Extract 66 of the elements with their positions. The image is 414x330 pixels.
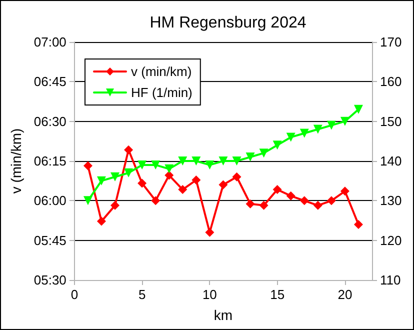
y2-tick-label: 170 [380,34,402,50]
point [83,196,92,206]
y-tick-label: 06:45 [34,74,66,90]
point [164,170,174,180]
y-tick-label: 07:00 [34,34,66,50]
point [151,160,160,170]
point [205,160,214,170]
y-axis-title: v (min/km) [8,128,24,194]
y2-tick-label: 150 [380,114,402,129]
point [259,200,268,210]
y-tick-label: 06:30 [34,114,66,129]
point [218,180,228,190]
x-tick-label: 20 [338,287,352,302]
point [124,145,134,154]
point [246,152,255,162]
y-tick-label: 06:15 [34,154,66,168]
x-tick-label: 5 [138,287,146,302]
point [313,200,322,210]
point [218,156,228,166]
point [110,172,120,182]
legend-label: v (min/km) [131,64,192,79]
point [96,216,106,226]
y2-tick-label: 120 [380,232,402,248]
point [300,128,309,138]
point [192,176,201,185]
point [286,191,296,200]
point [246,199,255,208]
point [192,156,201,166]
point [300,196,309,206]
x-tick-label: 0 [70,287,78,302]
point [326,120,336,130]
point [205,228,214,237]
point [272,140,282,150]
point [286,132,296,142]
point [354,104,363,114]
y2-tick-label: 130 [380,193,402,208]
x-axis-title: km [214,307,233,323]
point [313,124,322,134]
point [232,172,242,182]
point [138,160,147,170]
point [259,148,268,158]
y2-tick-label: 140 [380,154,402,168]
x-tick-label: 10 [202,287,217,302]
y-tick-label: 05:30 [34,272,66,288]
point [96,176,106,186]
point [272,185,282,194]
chart-title: HM Regensburg 2024 [150,14,306,32]
y-tick-label: 06:00 [34,193,66,208]
point [151,196,160,206]
point [178,185,188,194]
point [354,220,363,229]
point [138,178,147,188]
point [124,168,134,178]
point [326,196,336,206]
point [83,161,92,170]
point [164,164,174,174]
y-tick-label: 05:45 [34,232,66,248]
y2-tick-label: 160 [380,74,402,90]
point [340,186,350,196]
point [232,156,242,166]
point [178,156,188,166]
point [110,200,120,210]
legend-label: HF (1/min) [131,85,192,100]
point [340,116,350,126]
x-tick-label: 15 [270,287,285,302]
y2-tick-label: 110 [380,272,401,288]
